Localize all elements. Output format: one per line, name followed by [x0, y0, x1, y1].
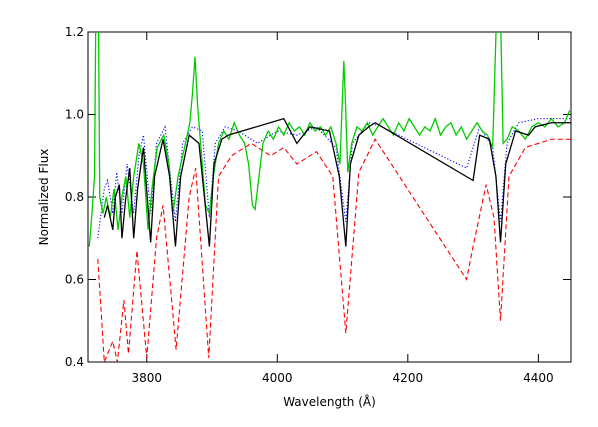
x-tick-label: 3800	[131, 371, 162, 385]
x-axis-label: Wavelength (Å)	[283, 394, 376, 409]
y-tick-label: 1.2	[65, 25, 84, 39]
series-line	[103, 117, 571, 247]
x-tick-label: 4400	[523, 371, 554, 385]
series-line	[97, 118, 571, 239]
series-line	[97, 138, 571, 362]
plot-frame	[87, 31, 572, 363]
x-tick-label: 4000	[262, 371, 293, 385]
x-tick-label: 4200	[393, 371, 424, 385]
y-tick-label: 0.8	[65, 190, 84, 204]
y-tick-label: 0.4	[65, 355, 84, 369]
y-tick-label: 0.6	[65, 273, 84, 287]
plot-area	[88, 32, 571, 362]
series-line	[88, 32, 571, 247]
y-tick-label: 1.0	[65, 108, 84, 122]
y-axis-label: Normalized Flux	[37, 149, 51, 246]
